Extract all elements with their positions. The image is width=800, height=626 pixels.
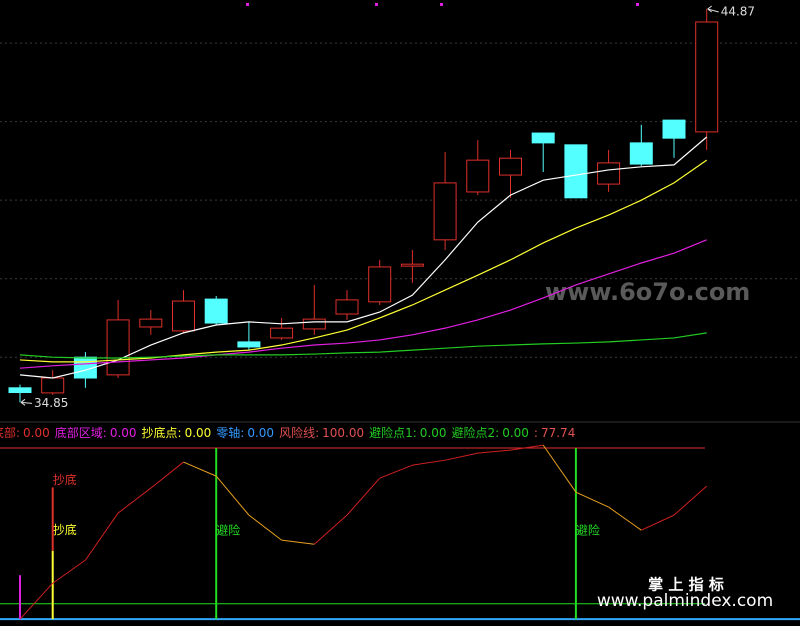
candle-body xyxy=(106,319,130,376)
indicator-segment xyxy=(117,487,152,514)
candle-body xyxy=(433,182,457,241)
legend-value: 0.00 xyxy=(247,426,274,440)
indicator-segment xyxy=(150,461,184,489)
legend-name: 抄底点: xyxy=(142,425,182,440)
candle-body xyxy=(695,21,719,133)
candle-body xyxy=(204,298,228,324)
legend-entry: 抄底点: 0.00 xyxy=(142,425,212,440)
candle-body xyxy=(531,132,555,144)
legend-name: 底部区域: xyxy=(55,425,107,440)
indicator-segment xyxy=(379,464,413,479)
top-markers xyxy=(246,3,639,6)
annotation-label: 34.85 xyxy=(34,396,68,410)
candle-body xyxy=(400,263,424,267)
watermark-url: www.palmindex.com xyxy=(597,591,773,611)
candle-body xyxy=(237,341,261,348)
indicator-segment xyxy=(575,491,609,508)
candle-body xyxy=(335,299,359,315)
legend-entry: 底部区域: 0.00 xyxy=(55,425,137,440)
indicator-segment xyxy=(608,506,642,531)
legend-entry: 避险点1: 0.00 xyxy=(369,425,446,440)
legend-name: : xyxy=(534,426,538,440)
candle-body xyxy=(499,157,522,176)
watermark: www.6o7o.com xyxy=(545,278,750,306)
legend-value: 0.00 xyxy=(502,426,529,440)
watermark-title: 掌 上 指 标 xyxy=(648,576,724,594)
indicator-segment xyxy=(444,452,478,461)
candle-body xyxy=(368,266,392,303)
legend-name: 避险点1: xyxy=(369,425,417,440)
ma-line xyxy=(19,239,707,369)
candle-body xyxy=(564,144,588,199)
indicator-segment xyxy=(542,444,577,493)
legend-entry: 避险点2: 0.00 xyxy=(452,425,529,440)
indicator-segment xyxy=(412,459,446,466)
indicator-segment xyxy=(183,461,217,477)
indicator-segment xyxy=(641,514,675,531)
candle-body xyxy=(662,119,686,139)
candle-body xyxy=(466,159,490,193)
indicator-segment xyxy=(84,512,119,561)
legend-name: 避险点2: xyxy=(452,425,500,440)
marker-dot xyxy=(246,3,249,6)
candle-body xyxy=(8,387,32,394)
marker-dot xyxy=(636,3,639,6)
legend-value: 0.00 xyxy=(185,426,212,440)
candle-body xyxy=(302,318,326,330)
indicator-segment xyxy=(346,477,381,516)
annotation-arrow xyxy=(707,5,719,13)
legend-entry: 底部:0.00 xyxy=(0,425,50,440)
candle-body xyxy=(597,162,621,185)
marker-dot xyxy=(375,3,378,6)
annotation-arrow xyxy=(20,398,33,406)
indicator-segment xyxy=(19,582,54,620)
candle-body xyxy=(172,300,195,332)
legend-name: 风险线: xyxy=(279,425,319,440)
candle-body xyxy=(270,327,294,339)
marker-dot xyxy=(440,3,443,6)
legend-value: 77.74 xyxy=(541,426,575,440)
indicator-segment xyxy=(52,559,86,584)
signal-label: 避险 xyxy=(216,523,240,538)
annotation-label: 44.87 xyxy=(721,5,755,19)
signal-label: 避险 xyxy=(576,523,600,538)
legend-name: 零轴: xyxy=(216,425,244,440)
legend-name: 底部: xyxy=(0,425,20,440)
indicator-segment xyxy=(510,444,544,451)
signal-label: 抄底 xyxy=(53,472,77,487)
ma-line xyxy=(19,136,708,379)
legend-value: 100.00 xyxy=(322,426,364,440)
legend-value: 0.00 xyxy=(420,426,447,440)
indicator-segment xyxy=(248,514,282,541)
indicator-segment xyxy=(477,449,511,454)
candle-body xyxy=(41,377,65,394)
indicator-segment xyxy=(313,514,348,545)
candle-body xyxy=(629,142,653,165)
candle-body xyxy=(139,318,163,328)
signal-label: 抄底 xyxy=(53,522,77,537)
ma-line xyxy=(19,332,707,359)
legend-entry: 风险线: 100.00 xyxy=(279,425,364,440)
indicator-segment xyxy=(281,539,315,545)
legend-value: 0.00 xyxy=(23,426,50,440)
legend-value: 0.00 xyxy=(110,426,137,440)
indicator-segment xyxy=(673,485,708,516)
ma-line xyxy=(19,159,708,363)
legend-entry: 零轴: 0.00 xyxy=(216,425,274,440)
legend-entry: :77.74 xyxy=(534,426,575,440)
indicator-segment xyxy=(215,475,250,516)
